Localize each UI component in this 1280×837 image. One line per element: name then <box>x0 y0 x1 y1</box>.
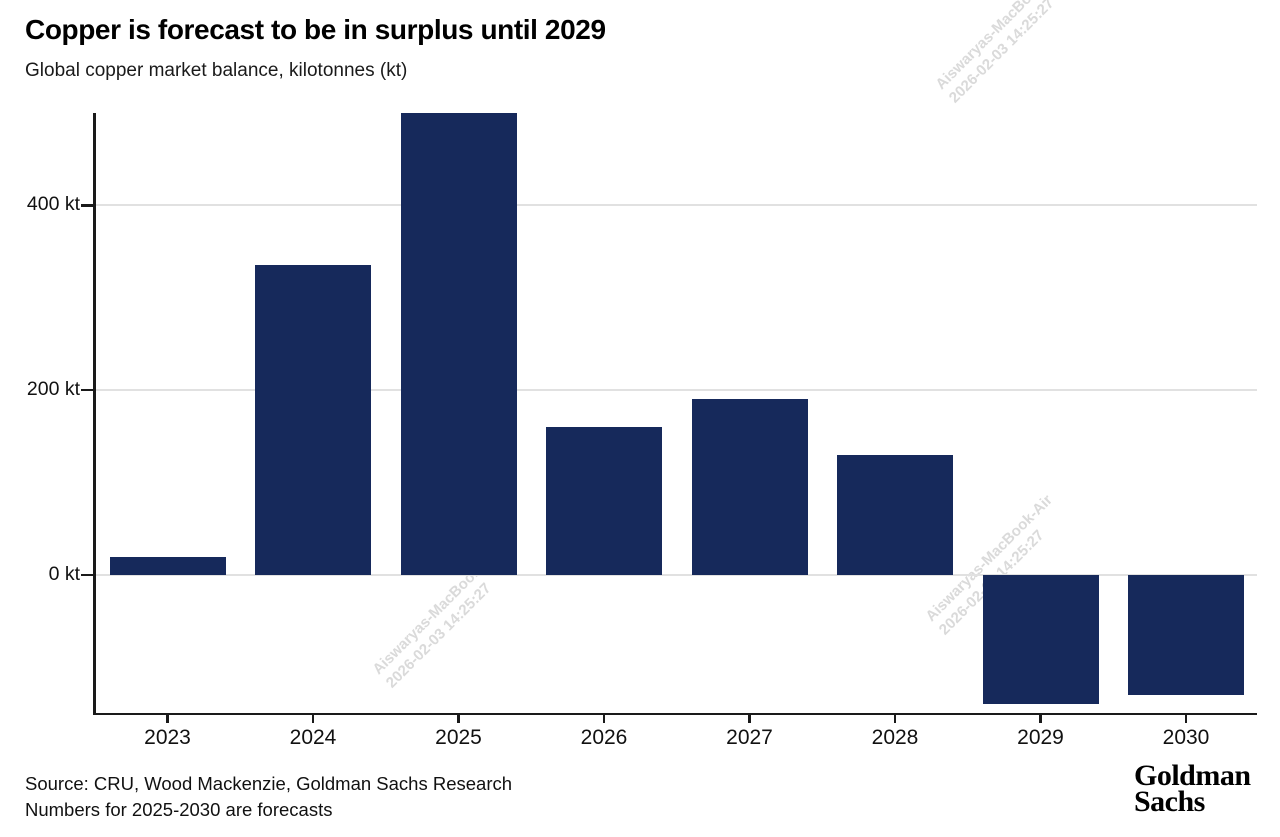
y-axis-label-400kt: 400 kt <box>26 193 80 216</box>
x-tick-2023 <box>166 714 169 723</box>
x-axis-line <box>93 712 1257 715</box>
bar-2029 <box>982 575 1099 705</box>
x-axis-label-2026: 2026 <box>580 725 628 749</box>
y-tick-0kt <box>81 573 94 577</box>
y-tick-400kt <box>81 204 94 207</box>
x-tick-2029 <box>1039 714 1042 723</box>
logo-line-2: Sachs <box>1134 785 1205 818</box>
x-axis-label-2025: 2025 <box>435 725 482 749</box>
y-axis-line <box>93 113 96 715</box>
bar-2026 <box>546 427 662 575</box>
logo-line-1: Goldman <box>1134 759 1251 792</box>
x-axis-label-2023: 2023 <box>144 725 191 749</box>
watermark-line-2: 2026-02-03 14:25:27 <box>382 579 495 692</box>
x-tick-2025 <box>457 714 460 723</box>
watermark: Aiswaryas-MacBook-Air 2026-02-03 14:25:27 <box>932 0 1080 107</box>
bar-2024 <box>255 265 371 575</box>
x-axis-label-2028: 2028 <box>871 725 919 749</box>
y-tick-200kt <box>81 388 94 392</box>
x-axis-label-2029: 2029 <box>1017 725 1064 749</box>
x-tick-2024 <box>311 714 315 723</box>
bar-2025 <box>400 113 517 575</box>
chart-subtitle: Global copper market balance, kilotonnes… <box>25 60 408 81</box>
x-tick-2027 <box>748 714 751 723</box>
x-axis-label-2030: 2030 <box>1162 725 1210 749</box>
gridline-200kt <box>96 389 1257 392</box>
y-axis-label-0kt: 0 kt <box>48 563 80 585</box>
x-axis-label-2027: 2027 <box>726 725 773 749</box>
bar-2028 <box>837 454 953 575</box>
bar-2027 <box>691 399 808 575</box>
bar-2030 <box>1128 575 1244 696</box>
chart-title: Copper is forecast to be in surplus unti… <box>25 14 606 45</box>
source-note: Source: CRU, Wood Mackenzie, Goldman Sac… <box>25 771 512 822</box>
goldman-sachs-logo: Goldman Sachs <box>1134 759 1251 818</box>
x-axis-label-2024: 2024 <box>289 725 337 749</box>
forecast-note-line: Numbers for 2025-2030 are forecasts <box>25 798 333 820</box>
source-line: Source: CRU, Wood Mackenzie, Goldman Sac… <box>25 773 513 794</box>
y-axis-label-200kt: 200 kt <box>26 378 80 401</box>
x-tick-2028 <box>893 714 897 723</box>
bar-2023 <box>109 556 226 575</box>
gridline-400kt <box>96 204 1257 207</box>
gridline-0kt <box>96 574 1257 576</box>
x-tick-2030 <box>1184 714 1188 723</box>
x-tick-2026 <box>602 714 606 723</box>
